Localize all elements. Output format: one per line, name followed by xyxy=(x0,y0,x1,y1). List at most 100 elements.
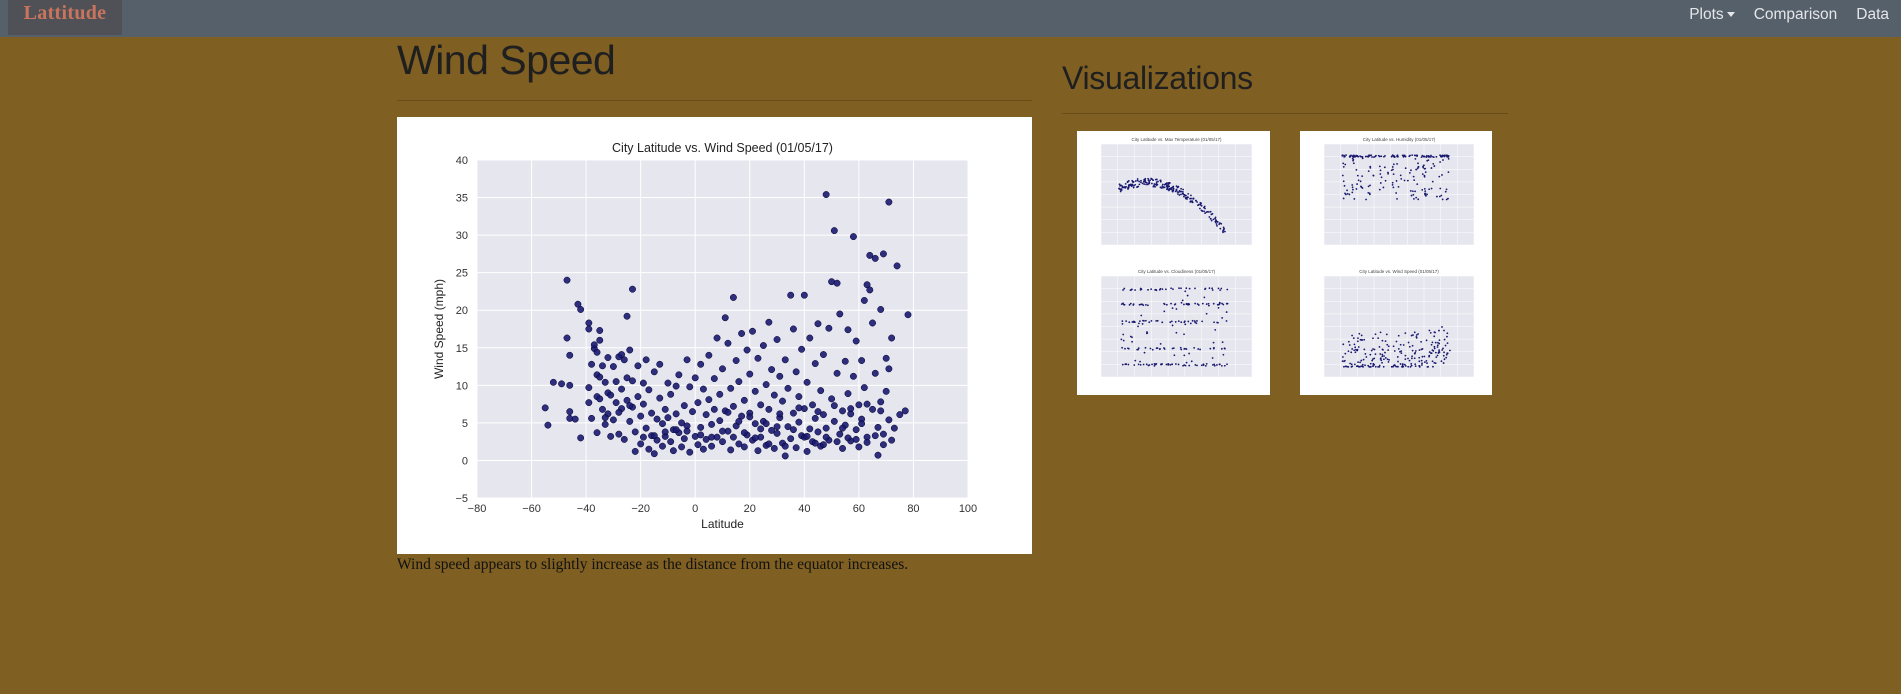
mini-data-point xyxy=(1208,216,1211,218)
mini-data-point xyxy=(1404,354,1407,357)
mini-data-point xyxy=(1180,301,1183,304)
brand-logo[interactable]: Lattitude xyxy=(8,0,122,35)
mini-data-point xyxy=(1156,347,1159,350)
mini-data-point xyxy=(1425,156,1428,158)
thumbnail-max-temperature[interactable]: City Latitude vs. Max Temperature (01/05… xyxy=(1077,131,1270,263)
mini-data-point xyxy=(1341,174,1344,177)
navbar: Lattitude Plots Comparison Data xyxy=(0,0,1901,37)
mini-data-point xyxy=(1173,354,1176,357)
mini-data-point xyxy=(1189,201,1192,203)
data-point xyxy=(629,377,636,385)
y-tick-label: 20 xyxy=(456,305,468,317)
mini-data-point xyxy=(1406,179,1409,182)
mini-data-point xyxy=(1351,365,1354,368)
data-point xyxy=(697,360,705,368)
mini-data-point xyxy=(1426,193,1428,196)
mini-data-point xyxy=(1424,193,1426,196)
mini-data-point xyxy=(1144,179,1147,182)
data-point xyxy=(618,351,626,358)
mini-data-point xyxy=(1397,155,1399,158)
thumbnail-humidity[interactable]: City Latitude vs. Humidity (01/05/17) xyxy=(1300,131,1492,263)
mini-data-point xyxy=(1415,196,1418,199)
mini-data-point xyxy=(1127,179,1130,182)
mini-data-point xyxy=(1379,182,1382,184)
plot-area xyxy=(477,160,968,498)
data-point xyxy=(768,366,776,374)
mini-data-point xyxy=(1373,357,1376,360)
thumbnail-title: City Latitude vs. Cloudiness (01/05/17) xyxy=(1138,269,1216,274)
data-point xyxy=(601,420,609,428)
mini-data-point xyxy=(1225,311,1228,313)
mini-data-point xyxy=(1436,354,1439,357)
mini-data-point xyxy=(1212,218,1215,221)
mini-data-point xyxy=(1441,326,1443,328)
mini-data-point xyxy=(1428,351,1431,353)
mini-data-point xyxy=(1180,193,1182,196)
mini-data-point xyxy=(1408,345,1411,348)
data-point xyxy=(558,380,566,388)
nav-plots-dropdown[interactable]: Plots xyxy=(1689,6,1735,24)
data-point xyxy=(803,378,811,386)
data-point xyxy=(678,419,686,427)
mini-data-point xyxy=(1146,304,1149,307)
thumbnail-cloudiness[interactable]: City Latitude vs. Cloudiness (01/05/17) xyxy=(1077,263,1270,395)
data-point xyxy=(585,319,593,327)
data-point xyxy=(773,429,781,437)
mini-data-point xyxy=(1180,348,1183,351)
mini-data-point xyxy=(1122,333,1125,336)
data-point xyxy=(727,446,735,454)
mini-data-point xyxy=(1174,363,1177,365)
mini-data-point xyxy=(1221,302,1223,305)
data-point xyxy=(901,407,909,415)
y-tick-label: 35 xyxy=(456,193,468,205)
mini-data-point xyxy=(1183,354,1186,357)
mini-data-point xyxy=(1139,360,1141,363)
mini-data-point xyxy=(1366,155,1369,158)
mini-data-point xyxy=(1147,288,1149,291)
mini-data-point xyxy=(1433,345,1436,348)
mini-data-point xyxy=(1155,178,1158,181)
mini-data-point xyxy=(1444,190,1447,193)
data-point xyxy=(544,421,552,429)
mini-data-point xyxy=(1361,363,1364,366)
mini-data-point xyxy=(1121,322,1124,325)
mini-data-point xyxy=(1407,341,1410,344)
data-point xyxy=(765,318,773,326)
data-point xyxy=(563,276,571,284)
mini-data-point xyxy=(1166,188,1168,191)
mini-data-point xyxy=(1410,169,1412,172)
mini-data-point xyxy=(1353,343,1356,346)
data-point xyxy=(776,410,784,418)
mini-data-point xyxy=(1371,156,1373,158)
mini-data-point xyxy=(1403,179,1406,182)
mini-data-point xyxy=(1220,222,1223,225)
mini-data-point xyxy=(1435,356,1438,358)
mini-data-point xyxy=(1207,302,1210,305)
data-point xyxy=(871,254,879,262)
nav-comparison-link[interactable]: Comparison xyxy=(1753,6,1838,23)
thumbnail-wind-speed[interactable]: City Latitude vs. Wind Speed (01/05/17) xyxy=(1300,263,1492,395)
mini-data-point xyxy=(1380,357,1382,360)
data-point xyxy=(893,262,901,270)
data-point xyxy=(879,430,887,438)
mini-data-point xyxy=(1369,184,1371,187)
title-divider xyxy=(397,100,1032,101)
data-point xyxy=(849,372,857,380)
mini-data-point xyxy=(1425,359,1428,362)
mini-data-point xyxy=(1209,218,1212,220)
mini-data-point xyxy=(1381,355,1384,358)
mini-data-point xyxy=(1421,173,1424,176)
mini-data-point xyxy=(1154,288,1157,291)
mini-data-point xyxy=(1440,155,1442,158)
mini-data-point xyxy=(1352,162,1355,165)
data-point xyxy=(869,319,876,327)
nav-data-link[interactable]: Data xyxy=(1856,6,1889,23)
mini-data-point xyxy=(1221,341,1224,344)
mini-data-point xyxy=(1420,359,1423,362)
mini-data-point xyxy=(1159,287,1162,290)
mini-data-point xyxy=(1127,347,1130,350)
data-point xyxy=(708,433,716,441)
mini-data-point xyxy=(1136,179,1139,182)
mini-data-point xyxy=(1408,171,1411,174)
data-point xyxy=(639,379,647,387)
